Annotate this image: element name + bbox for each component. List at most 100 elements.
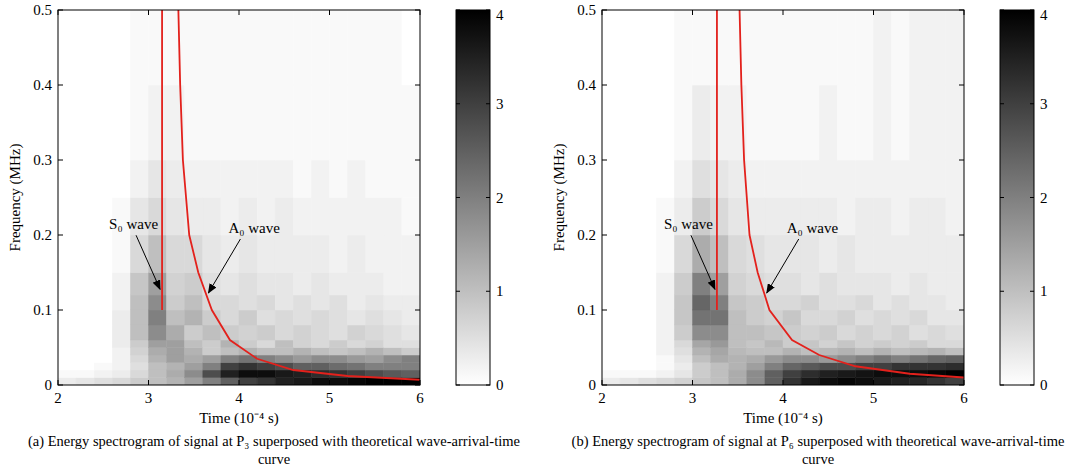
heatmap-cell (167, 378, 185, 386)
heatmap-cell (112, 325, 130, 340)
heatmap-cell (94, 235, 112, 273)
y-tick (415, 10, 420, 11)
heatmap-cell (239, 378, 257, 386)
heatmap-cell (874, 355, 892, 363)
x-tick-label: 6 (960, 390, 968, 406)
heatmap-cell (112, 310, 130, 325)
heatmap-cell (729, 295, 747, 310)
heatmap-cell (239, 310, 257, 325)
heatmap-cell (130, 10, 148, 85)
heatmap-cell (293, 355, 311, 363)
heatmap-cell (729, 348, 747, 356)
heatmap-cell (656, 10, 674, 85)
heatmap-cell (239, 295, 257, 310)
curve-label: S₀ wave (109, 216, 158, 232)
heatmap-cell (275, 160, 293, 198)
colorbar-tick-label: 1 (1040, 283, 1048, 299)
heatmap-cell (366, 160, 384, 198)
x-tick (692, 10, 693, 15)
heatmap-cell (293, 325, 311, 340)
heatmap-cell (221, 310, 239, 325)
heatmap-cell (257, 10, 275, 85)
heatmap-cell (674, 85, 692, 160)
heatmap-cell (257, 160, 275, 198)
heatmap-cell (928, 325, 946, 340)
heatmap-cell (711, 370, 729, 378)
heatmap-cell (946, 325, 964, 340)
heatmap-cell (892, 273, 910, 296)
heatmap-cell (58, 325, 76, 340)
heatmap-cell (130, 85, 148, 160)
heatmap-cell (855, 235, 873, 273)
heatmap-cell (765, 378, 783, 386)
plot-frame (58, 10, 420, 385)
y-tick (959, 10, 964, 11)
y-tick-label: 0.3 (577, 152, 596, 168)
curve-label: S₀ wave (664, 216, 713, 232)
heatmap-cell (602, 160, 620, 198)
heatmap-cell (638, 85, 656, 160)
heatmap-cell (130, 310, 148, 325)
heatmap-cell (674, 310, 692, 325)
heatmap-cell (928, 85, 946, 160)
heatmap-cell (656, 310, 674, 325)
heatmap-cell (94, 325, 112, 340)
heatmap-cell (330, 340, 348, 348)
colorbar-tick (486, 103, 490, 104)
heatmap-cell (783, 160, 801, 198)
heatmap-cell (837, 340, 855, 348)
heatmap-cell (58, 370, 76, 378)
heatmap-cell (58, 85, 76, 160)
heatmap-cell (711, 85, 729, 160)
colorbar-tick (1030, 385, 1034, 386)
heatmap-cell (620, 10, 638, 85)
heatmap-cell (203, 355, 221, 363)
heatmap-cell (402, 325, 420, 340)
heatmap-cell (293, 363, 311, 371)
heatmap-cell (112, 355, 130, 363)
heatmap-cell (747, 310, 765, 325)
heatmap-cell (293, 295, 311, 310)
heatmap-cell (638, 325, 656, 340)
heatmap-cell (348, 160, 366, 198)
heatmap-cell (892, 325, 910, 340)
colorbar-tick (1030, 197, 1034, 198)
heatmap-cell (130, 363, 148, 371)
heatmap-cell (384, 348, 402, 356)
x-tick (873, 10, 874, 15)
y-tick (58, 85, 63, 86)
heatmap-cell (94, 363, 112, 371)
heatmap-cell (311, 363, 329, 371)
heatmap-cell (58, 310, 76, 325)
heatmap-cell (402, 340, 420, 348)
heatmap-cell (783, 10, 801, 85)
y-tick-label: 0.2 (33, 227, 52, 243)
heatmap-cell (620, 295, 638, 310)
heatmap-cell (366, 273, 384, 296)
heatmap-cell (837, 370, 855, 378)
heatmap-cell (76, 198, 94, 236)
heatmap-cell (203, 310, 221, 325)
heatmap-cell (656, 160, 674, 198)
heatmap-cell (783, 348, 801, 356)
heatmap-cell (837, 273, 855, 296)
heatmap-cell (928, 340, 946, 348)
heatmap-cell (693, 160, 711, 198)
heatmap-cell (76, 355, 94, 363)
heatmap-cell (819, 310, 837, 325)
heatmap-cell (892, 160, 910, 198)
heatmap-cell (76, 348, 94, 356)
heatmap-cell (112, 295, 130, 310)
heatmap-cell (837, 295, 855, 310)
heatmap-cell (620, 85, 638, 160)
arrival-curve (740, 10, 964, 378)
heatmap-cell (167, 340, 185, 348)
heatmap-cell (674, 363, 692, 371)
heatmap-cell (765, 340, 783, 348)
heatmap-cell (638, 348, 656, 356)
y-tick (602, 385, 607, 386)
heatmap-cell (239, 273, 257, 296)
y-tick (415, 310, 420, 311)
y-tick (602, 235, 607, 236)
heatmap-cell (239, 325, 257, 340)
